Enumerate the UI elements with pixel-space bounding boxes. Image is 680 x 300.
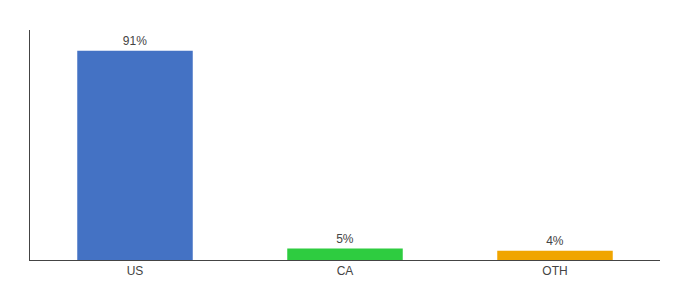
svg-text:CA: CA	[337, 264, 354, 278]
svg-text:US: US	[127, 264, 144, 278]
svg-text:5%: 5%	[336, 232, 354, 246]
svg-text:OTH: OTH	[542, 264, 567, 278]
svg-text:4%: 4%	[546, 234, 564, 248]
svg-text:91%: 91%	[123, 34, 147, 48]
